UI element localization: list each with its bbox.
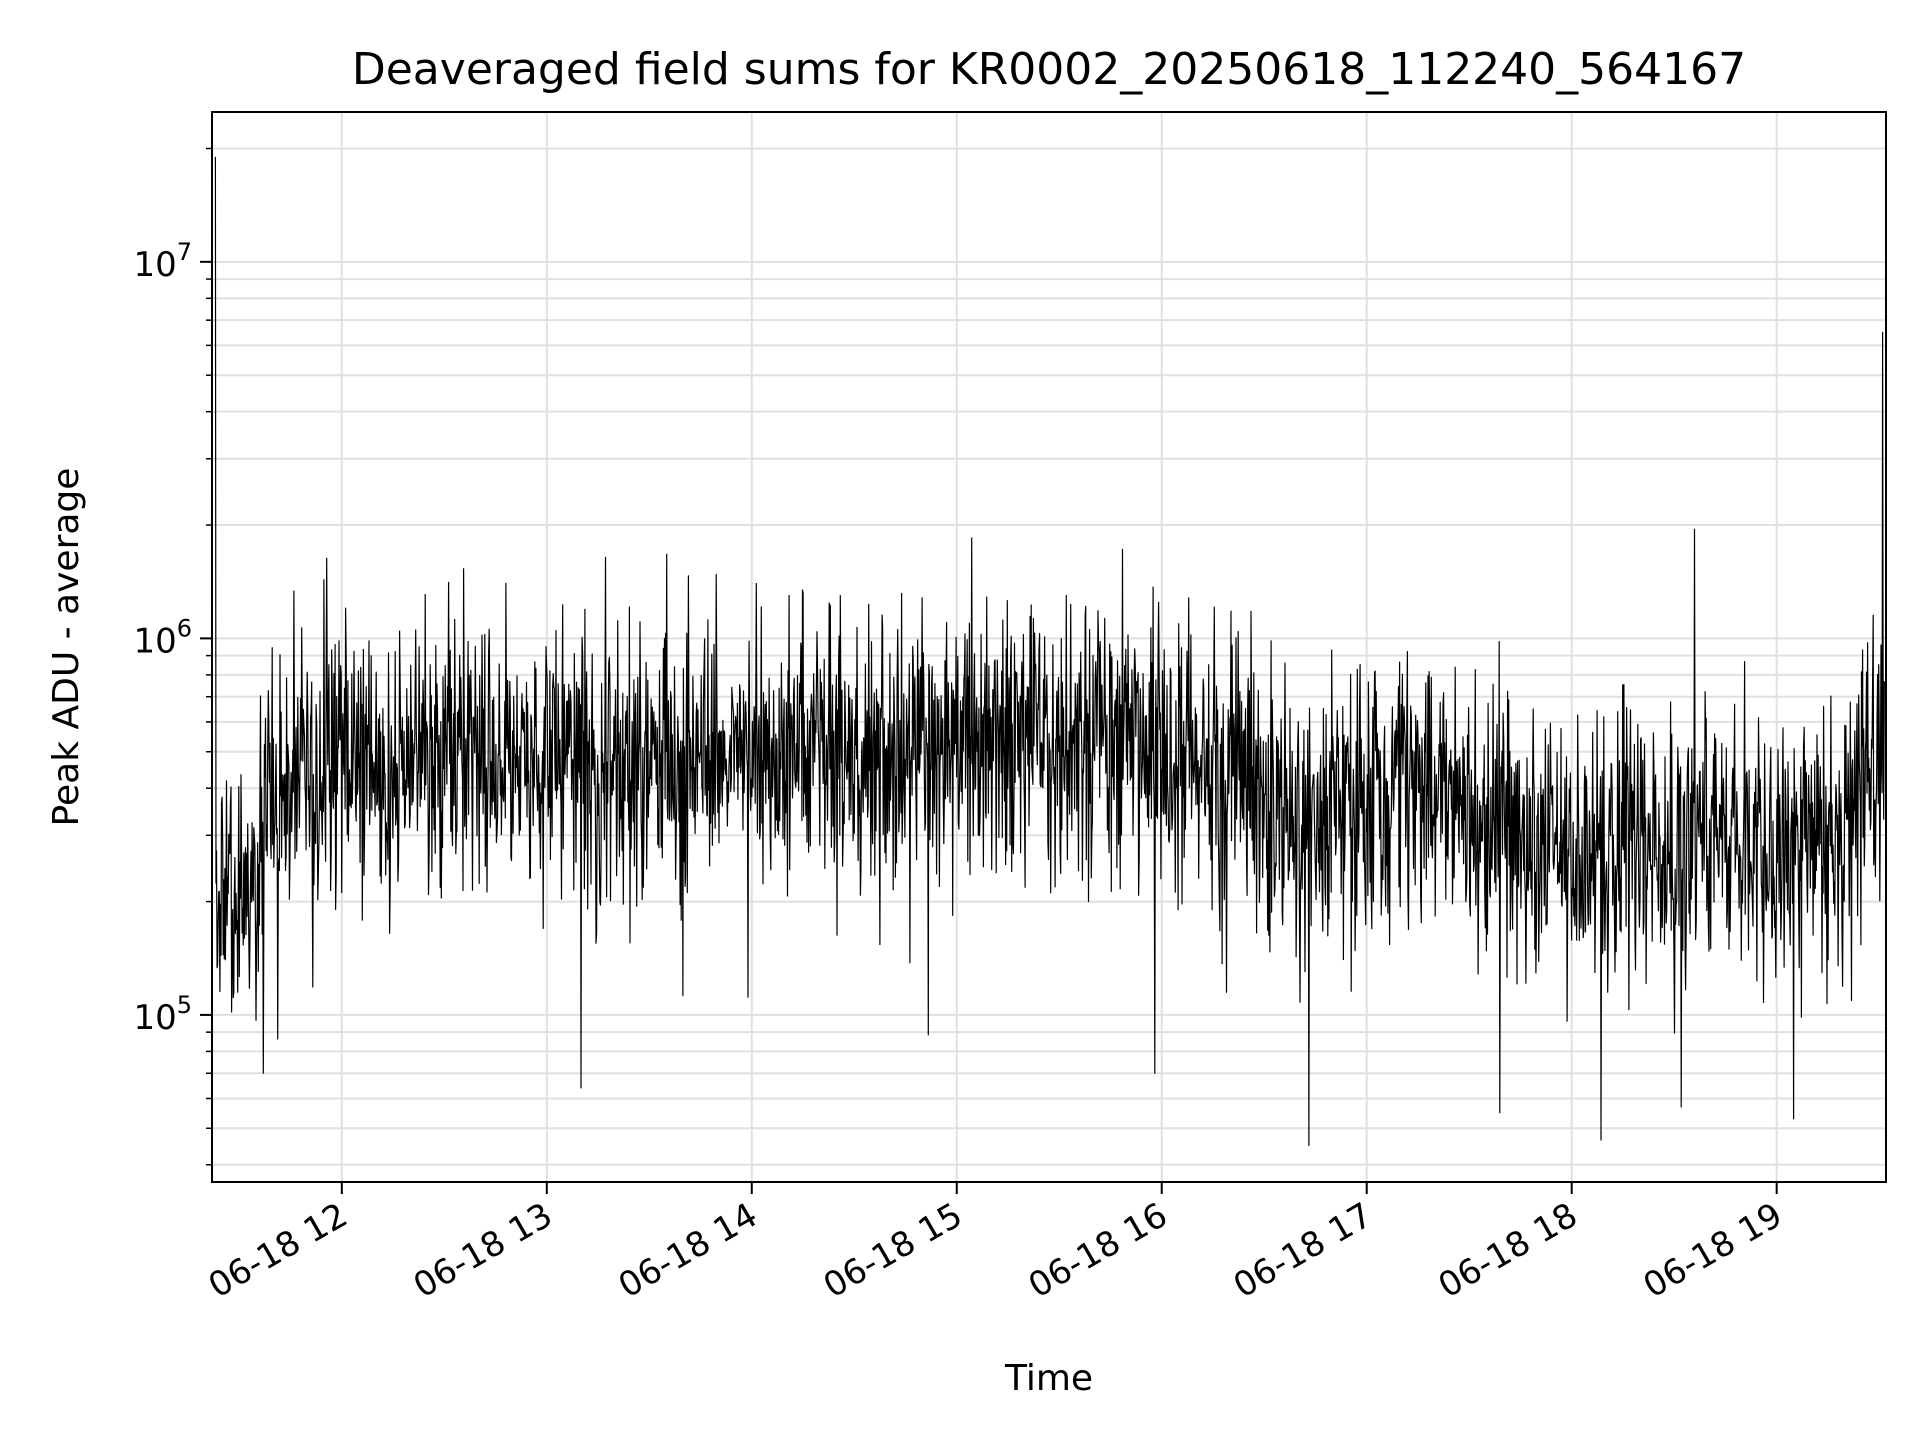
x-axis-label: Time (1004, 1358, 1093, 1399)
y-axis-label: Peak ADU - average (46, 468, 87, 827)
y-tick-label: 106 (133, 614, 192, 661)
y-tick-exponent: 7 (177, 238, 192, 266)
y-tick-label: 105 (133, 991, 192, 1038)
y-tick-exponent: 6 (177, 614, 192, 642)
chart-title: Deaveraged field sums for KR0002_2025061… (352, 44, 1746, 95)
y-tick-base: 10 (133, 621, 176, 661)
data-line (214, 156, 1885, 1147)
series-line (214, 156, 1885, 1147)
y-tick-exponent: 5 (177, 991, 192, 1019)
y-tick-base: 10 (133, 245, 176, 285)
plot-frame (211, 111, 1887, 1183)
y-tick-base: 10 (133, 998, 176, 1038)
y-tick-label: 107 (133, 238, 192, 285)
